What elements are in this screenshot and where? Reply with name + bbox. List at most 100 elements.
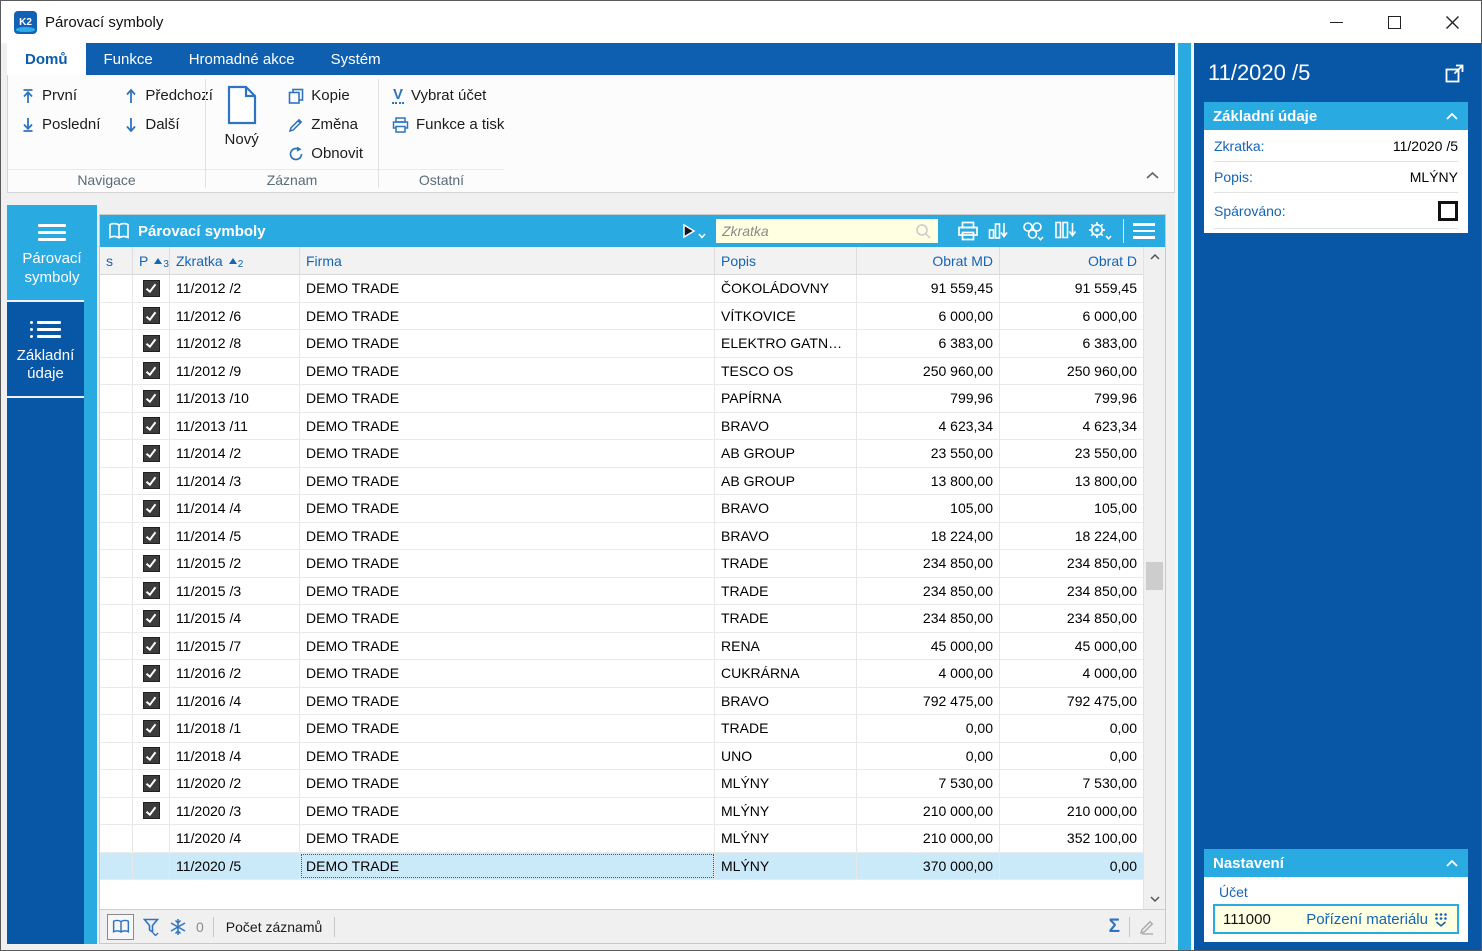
sum-button[interactable]: Σ [1108, 916, 1120, 937]
row-checkbox[interactable] [142, 664, 160, 682]
edit-icon[interactable] [1139, 919, 1155, 935]
chart-button[interactable] [988, 221, 1012, 241]
row-checkbox[interactable] [142, 637, 160, 655]
table-row[interactable]: 11/2012 /9 DEMO TRADE TESCO OS 250 960,0… [100, 357, 1143, 385]
ribbon-tab-band: Domů Funkce Hromadné akce Systém [7, 43, 1175, 75]
settings-button[interactable] [1087, 221, 1113, 241]
account-field[interactable]: 111000 Pořízení materiálu [1213, 904, 1459, 934]
colheader-s[interactable]: s [100, 247, 133, 274]
lookup-dropdown-icon[interactable] [1433, 912, 1449, 927]
previous-button[interactable]: Předchozí [119, 83, 218, 108]
table-row[interactable]: 11/2018 /1 DEMO TRADE TRADE 0,00 0,00 [100, 715, 1143, 743]
table-row[interactable]: 11/2014 /2 DEMO TRADE AB GROUP 23 550,00… [100, 440, 1143, 468]
table-row[interactable]: 11/2012 /8 DEMO TRADE ELEKTRO GATN… 6 38… [100, 330, 1143, 358]
table-row[interactable]: 11/2020 /3 DEMO TRADE MLÝNY 210 000,00 2… [100, 797, 1143, 825]
columns-button[interactable] [1054, 221, 1078, 241]
row-checkbox[interactable] [142, 472, 160, 490]
table-row[interactable]: 11/2018 /4 DEMO TRADE UNO 0,00 0,00 [100, 742, 1143, 770]
row-checkbox[interactable] [142, 774, 160, 792]
table-row[interactable]: 11/2013 /11 DEMO TRADE BRAVO 4 623,34 4 … [100, 412, 1143, 440]
colheader-obrat-d[interactable]: Obrat D [1087, 252, 1137, 269]
cell-zkratka: 11/2020 /5 [170, 852, 300, 879]
vertical-scrollbar[interactable] [1143, 247, 1165, 909]
row-checkbox[interactable] [142, 417, 160, 435]
row-checkbox[interactable] [142, 802, 160, 820]
record-title: 11/2020 /5 [1208, 60, 1311, 85]
copy-button[interactable]: Kopie [283, 83, 368, 108]
settings-header[interactable]: Nastavení [1204, 849, 1468, 877]
table-row[interactable]: 11/2014 /3 DEMO TRADE AB GROUP 13 800,00… [100, 467, 1143, 495]
table-row[interactable]: 11/2015 /7 DEMO TRADE RENA 45 000,00 45 … [100, 632, 1143, 660]
maximize-button[interactable] [1365, 1, 1423, 43]
cell-obrat-d: 234 850,00 [1066, 555, 1137, 572]
row-checkbox[interactable] [142, 609, 160, 627]
cell-zkratka: 11/2014 /3 [170, 467, 300, 494]
row-checkbox[interactable] [142, 747, 160, 765]
tab-domu[interactable]: Domů [7, 43, 86, 75]
colheader-obrat-md[interactable]: Obrat MD [857, 247, 1000, 274]
table-row[interactable]: 11/2015 /2 DEMO TRADE TRADE 234 850,00 2… [100, 550, 1143, 578]
last-button[interactable]: Poslední [16, 112, 105, 137]
cell-firma: DEMO TRADE [300, 742, 715, 769]
row-checkbox[interactable] [142, 692, 160, 710]
book-view-toggle[interactable] [107, 913, 134, 940]
open-in-window-icon[interactable] [1444, 63, 1465, 84]
colheader-popis[interactable]: Popis [715, 247, 857, 274]
row-checkbox[interactable] [142, 719, 160, 737]
table-row[interactable]: 11/2014 /5 DEMO TRADE BRAVO 18 224,00 18… [100, 522, 1143, 550]
table-row[interactable]: 11/2015 /3 DEMO TRADE TRADE 234 850,00 2… [100, 577, 1143, 605]
cell-p [133, 550, 170, 577]
collapse-ribbon-button[interactable] [1145, 167, 1160, 185]
table-row[interactable]: 11/2014 /4 DEMO TRADE BRAVO 105,00 105,0… [100, 495, 1143, 523]
filter-button[interactable] [143, 918, 160, 936]
basic-data-header[interactable]: Základní údaje [1204, 102, 1468, 130]
select-account-button[interactable]: V Vybrat účet [392, 85, 487, 105]
row-checkbox[interactable] [142, 527, 160, 545]
search-input[interactable] [722, 223, 915, 239]
sparovano-checkbox[interactable] [1438, 200, 1458, 221]
table-row[interactable]: 11/2016 /2 DEMO TRADE CUKRÁRNA 4 000,00 … [100, 660, 1143, 688]
table-row[interactable]: 11/2016 /4 DEMO TRADE BRAVO 792 475,00 7… [100, 687, 1143, 715]
tab-hromadne-akce[interactable]: Hromadné akce [188, 50, 295, 68]
table-row[interactable]: 11/2012 /6 DEMO TRADE VÍTKOVICE 6 000,00… [100, 302, 1143, 330]
freeze-button[interactable] [169, 918, 187, 936]
row-checkbox[interactable] [142, 389, 160, 407]
change-button[interactable]: Změna [283, 112, 368, 137]
table-row[interactable]: 11/2020 /5 DEMO TRADE MLÝNY 370 000,00 0… [100, 852, 1143, 880]
tab-system[interactable]: Systém [330, 50, 381, 68]
refresh-button[interactable]: Obnovit [283, 141, 368, 166]
new-button[interactable]: Nový [214, 83, 269, 167]
row-checkbox[interactable] [142, 554, 160, 572]
table-row[interactable]: 11/2013 /10 DEMO TRADE PAPÍRNA 799,96 79… [100, 385, 1143, 413]
row-checkbox[interactable] [142, 362, 160, 380]
scrollbar-thumb[interactable] [1146, 562, 1163, 590]
functions-print-button[interactable]: Funkce a tisk [387, 112, 509, 137]
table-row[interactable]: 11/2020 /4 DEMO TRADE MLÝNY 210 000,00 3… [100, 825, 1143, 853]
table-row[interactable]: 11/2012 /2 DEMO TRADE ČOKOLÁDOVNY 91 559… [100, 275, 1143, 303]
sidebar-item-parovaci-symboly[interactable]: Párovací symboly [7, 205, 97, 300]
table-row[interactable]: 11/2015 /4 DEMO TRADE TRADE 234 850,00 2… [100, 605, 1143, 633]
row-checkbox[interactable] [142, 307, 160, 325]
row-checkbox[interactable] [142, 499, 160, 517]
row-checkbox[interactable] [142, 334, 160, 352]
sidebar-item-zakladni-udaje[interactable]: Základní údaje [7, 301, 84, 396]
run-filter-button[interactable] [681, 223, 706, 239]
colheader-firma[interactable]: Firma [300, 247, 715, 274]
analysis-button[interactable] [1021, 221, 1045, 241]
cell-zkratka: 11/2014 /5 [170, 522, 300, 549]
minimize-button[interactable] [1307, 1, 1365, 43]
scroll-up-button[interactable] [1144, 247, 1165, 267]
row-checkbox[interactable] [142, 279, 160, 297]
scroll-down-button[interactable] [1144, 889, 1165, 909]
print-button[interactable] [957, 221, 979, 241]
row-checkbox[interactable] [142, 444, 160, 462]
tab-funkce[interactable]: Funkce [103, 50, 153, 68]
row-checkbox[interactable] [142, 582, 160, 600]
colheader-zkratka[interactable]: Zkratka 2 [170, 247, 300, 274]
grid-menu-button[interactable] [1133, 223, 1155, 239]
next-button[interactable]: Další [119, 112, 218, 137]
close-button[interactable] [1423, 1, 1481, 43]
first-button[interactable]: První [16, 83, 105, 108]
table-row[interactable]: 11/2020 /2 DEMO TRADE MLÝNY 7 530,00 7 5… [100, 770, 1143, 798]
